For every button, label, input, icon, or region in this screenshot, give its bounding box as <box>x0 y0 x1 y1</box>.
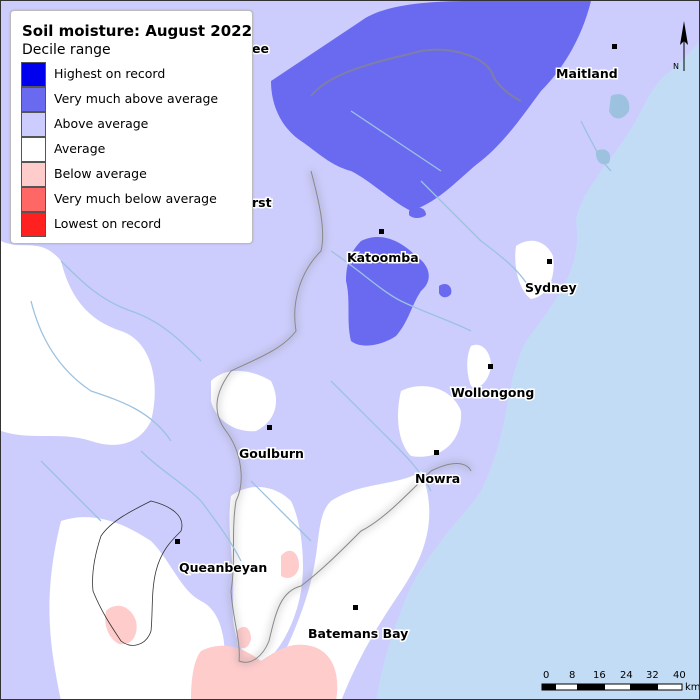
legend-swatch <box>21 87 46 112</box>
legend-swatch <box>21 212 46 237</box>
region-below-average-small2 <box>237 626 251 649</box>
town-marker <box>267 425 272 430</box>
north-arrow-icon <box>680 21 688 45</box>
town-label: Queanbeyan <box>179 560 267 575</box>
town-marker <box>353 605 358 610</box>
town-label: Goulburn <box>239 446 304 461</box>
act-border <box>92 500 183 646</box>
legend-title: Soil moisture: August 2022 <box>22 22 253 40</box>
legend: Soil moisture: August 2022 Decile range … <box>10 10 253 244</box>
town-goulburn[interactable]: Goulburn <box>238 425 305 463</box>
scale-tick-label: 0 <box>543 670 549 681</box>
region-average-south <box>229 486 303 666</box>
legend-label: Very much below average <box>54 191 217 206</box>
legend-label: Highest on record <box>54 66 166 81</box>
town-queanbeyan[interactable]: Queanbeyan <box>175 539 269 577</box>
region-below-average-small <box>281 550 299 578</box>
town-label: Batemans Bay <box>308 626 408 641</box>
scale-tick-label: 32 <box>646 670 659 681</box>
legend-swatch <box>21 112 46 137</box>
legend-swatch <box>21 62 46 87</box>
town-batemans-bay[interactable]: Batemans Bay <box>307 605 410 643</box>
legend-item-highest-on-record: Highest on record <box>21 62 246 87</box>
north-label: N <box>673 62 679 71</box>
scale-tick-label: 8 <box>569 670 575 681</box>
town-label-partial-mid: rst <box>252 195 272 210</box>
region-average-southwest <box>49 517 225 699</box>
town-marker <box>434 450 439 455</box>
scale-tick-label: 16 <box>593 670 606 681</box>
town-label: Katoomba <box>347 250 419 265</box>
region-average-west <box>1 241 155 445</box>
legend-label: Above average <box>54 116 149 131</box>
legend-swatch <box>21 187 46 212</box>
town-nowra[interactable]: Nowra <box>414 450 462 488</box>
coastal-lake <box>595 149 611 165</box>
rivers <box>30 110 612 562</box>
town-sydney[interactable]: Sydney <box>524 259 578 297</box>
town-marker <box>612 44 617 49</box>
region-boundary <box>216 170 472 663</box>
legend-swatch <box>21 137 46 162</box>
coastal-lake <box>609 94 630 119</box>
scale-unit-label: km <box>685 682 700 693</box>
legend-item-lowest-on-record: Lowest on record <box>21 212 246 237</box>
region-very-much-above-north <box>271 1 591 211</box>
legend-item-very-much-above-average: Very much above average <box>21 87 246 112</box>
north-arrow: N <box>673 21 688 71</box>
town-marker <box>175 539 180 544</box>
legend-item-below-average: Below average <box>21 162 246 187</box>
town-marker <box>547 259 552 264</box>
region-average-southeast <box>261 471 430 699</box>
legend-item-average: Average <box>21 137 246 162</box>
region-below-average-south <box>191 644 338 699</box>
legend-subtitle: Decile range <box>22 42 111 58</box>
region-average-wollongong <box>467 344 491 388</box>
scale-tick-label: 40 <box>673 670 686 681</box>
town-marker <box>488 364 493 369</box>
legend-label: Average <box>54 141 106 156</box>
catchment-boundary-north <box>310 48 522 102</box>
region-very-much-above-katoomba <box>346 236 429 346</box>
region-below-average-queanbeyan <box>105 605 137 645</box>
legend-label: Below average <box>54 166 147 181</box>
legend-item-very-much-below-average: Very much below average <box>21 187 246 212</box>
region-average-nowra <box>398 386 462 457</box>
legend-swatch <box>21 162 46 187</box>
town-katoomba[interactable]: Katoomba <box>346 229 420 267</box>
scale-tick-label: 24 <box>620 670 633 681</box>
town-label: Wollongong <box>451 385 534 400</box>
region-very-much-above-small2 <box>409 207 426 218</box>
town-label: Maitland <box>556 66 618 81</box>
legend-label: Lowest on record <box>54 216 162 231</box>
region-very-much-above-small <box>439 283 452 298</box>
town-label: Sydney <box>525 280 577 295</box>
scale-bar: 0 8 16 24 32 40 km <box>541 670 700 693</box>
legend-label: Very much above average <box>54 91 219 106</box>
town-label-partial-top: ee <box>252 41 269 56</box>
town-wollongong[interactable]: Wollongong <box>450 364 536 402</box>
region-average-goulburn <box>211 370 276 432</box>
town-label: Nowra <box>415 471 460 486</box>
ocean <box>376 43 699 699</box>
town-maitland[interactable]: Maitland <box>555 44 619 83</box>
region-average-sydney <box>515 240 554 299</box>
town-marker <box>379 229 384 234</box>
legend-item-above-average: Above average <box>21 112 246 137</box>
